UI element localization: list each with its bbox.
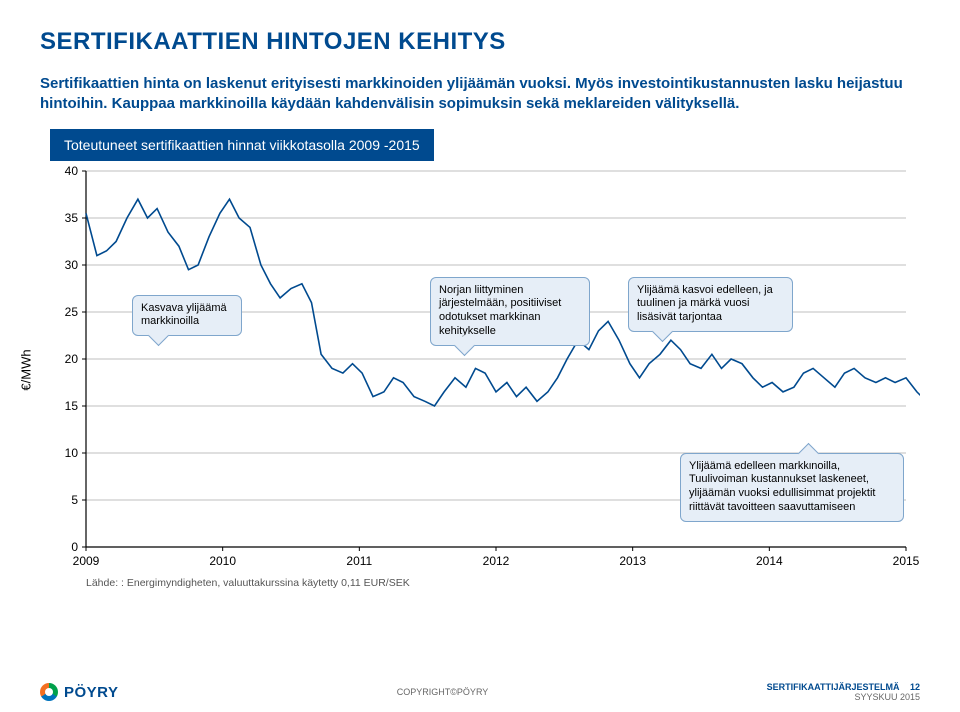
- svg-text:2014: 2014: [756, 554, 783, 568]
- callout-1: Kasvava ylijäämä markkinoilla: [132, 295, 242, 337]
- footer-right: SERTIFIKAATTIJÄRJESTELMÄ 12 SYYSKUU 2015: [767, 682, 920, 702]
- svg-text:40: 40: [65, 165, 79, 178]
- slide-footer: PÖYRY COPYRIGHT©PÖYRY SERTIFIKAATTIJÄRJE…: [40, 682, 920, 702]
- svg-text:2013: 2013: [619, 554, 646, 568]
- svg-text:10: 10: [65, 446, 79, 460]
- svg-text:0: 0: [71, 540, 78, 554]
- logo: PÖYRY: [40, 683, 118, 701]
- svg-text:2011: 2011: [346, 554, 372, 568]
- svg-text:35: 35: [65, 211, 79, 225]
- callout-2: Norjan liittyminen järjestelmään, positi…: [430, 277, 590, 346]
- svg-text:15: 15: [65, 399, 79, 413]
- slide-title: SERTIFIKAATTIEN HINTOJEN KEHITYS: [40, 28, 920, 56]
- chart-banner: Toteutuneet sertifikaattien hinnat viikk…: [50, 129, 434, 161]
- svg-text:25: 25: [65, 305, 79, 319]
- logo-text: PÖYRY: [64, 684, 118, 701]
- svg-text:2009: 2009: [73, 554, 100, 568]
- footer-copyright: COPYRIGHT©PÖYRY: [118, 687, 766, 697]
- svg-text:2012: 2012: [483, 554, 510, 568]
- svg-text:20: 20: [65, 352, 79, 366]
- svg-text:30: 30: [65, 258, 79, 272]
- chart-source: Lähde: : Energimyndigheten, valuuttakurs…: [86, 577, 920, 589]
- callout-3: Ylijäämä kasvoi edelleen, ja tuulinen ja…: [628, 277, 793, 332]
- svg-text:2015: 2015: [893, 554, 920, 568]
- callout-4: Ylijäämä edelleen markkinoilla, Tuulivoi…: [680, 453, 904, 522]
- svg-text:5: 5: [71, 493, 78, 507]
- svg-text:2010: 2010: [209, 554, 236, 568]
- y-axis-label: €/MWh: [19, 349, 34, 390]
- logo-icon: [40, 683, 58, 701]
- slide-subtitle: Sertifikaattien hinta on laskenut erityi…: [40, 74, 920, 115]
- chart-container: €/MWh 0510152025303540200920102011201220…: [40, 165, 920, 575]
